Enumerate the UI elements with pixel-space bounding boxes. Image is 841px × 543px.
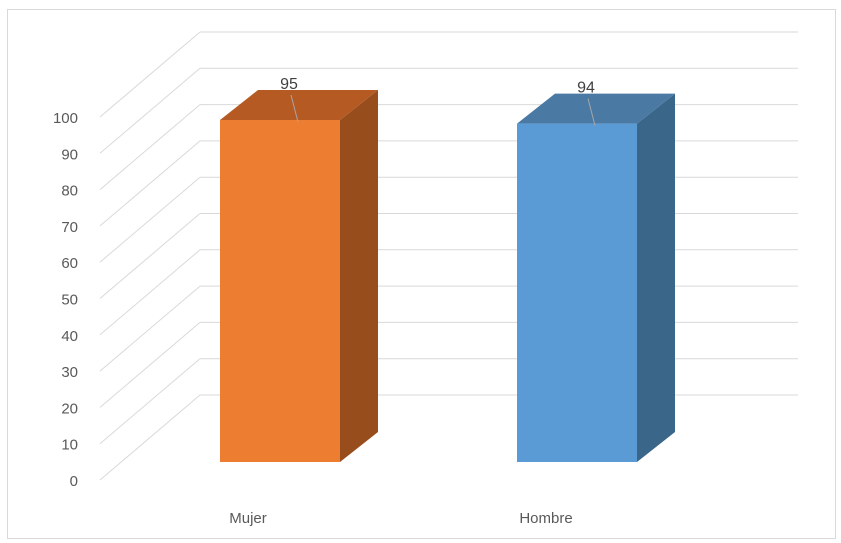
chart-frame [7,9,836,539]
bar-top [517,93,675,124]
y-tick-label: 0 [70,473,78,490]
gridline-side [99,140,201,227]
y-tick-label: 90 [61,146,78,163]
data-label-leader [587,98,596,126]
y-tick-label: 10 [61,437,78,454]
x-category-label: Mujer [229,510,267,527]
bar-side [637,93,675,462]
bar-hombre [517,93,675,462]
x-category-label: Hombre [519,510,572,527]
bar-front [220,120,340,462]
gridlines [99,31,798,481]
gridline-side [99,322,201,408]
gridline-side [99,358,201,445]
bar-mujer [220,90,378,462]
y-tick-label: 70 [61,219,78,236]
data-label: 95 [280,76,298,93]
gridline-side [99,213,201,299]
data-label: 94 [577,80,595,97]
y-axis-ticks: 0 10 20 30 40 50 60 70 80 90 100 [53,110,78,490]
gridline-side [99,67,201,154]
gridline-side [99,285,201,372]
bar-front [517,123,637,462]
y-tick-label: 50 [61,292,78,309]
gridline-side [99,249,201,336]
y-tick-label: 100 [53,110,78,127]
gridline-side [99,104,201,190]
bar-side [340,90,378,462]
y-tick-label: 40 [61,328,78,345]
bar-top [220,90,378,120]
gridline-side [99,394,201,481]
data-labels: 95 94 [280,76,596,126]
bars [220,90,675,462]
y-tick-label: 20 [61,400,78,417]
y-tick-label: 60 [61,255,78,272]
data-label-leader [290,94,299,123]
x-axis-categories: Mujer Hombre [229,510,572,527]
y-tick-label: 30 [61,364,78,381]
gridline-side [99,31,201,118]
y-tick-label: 80 [61,183,78,200]
gridline-side [99,176,201,263]
